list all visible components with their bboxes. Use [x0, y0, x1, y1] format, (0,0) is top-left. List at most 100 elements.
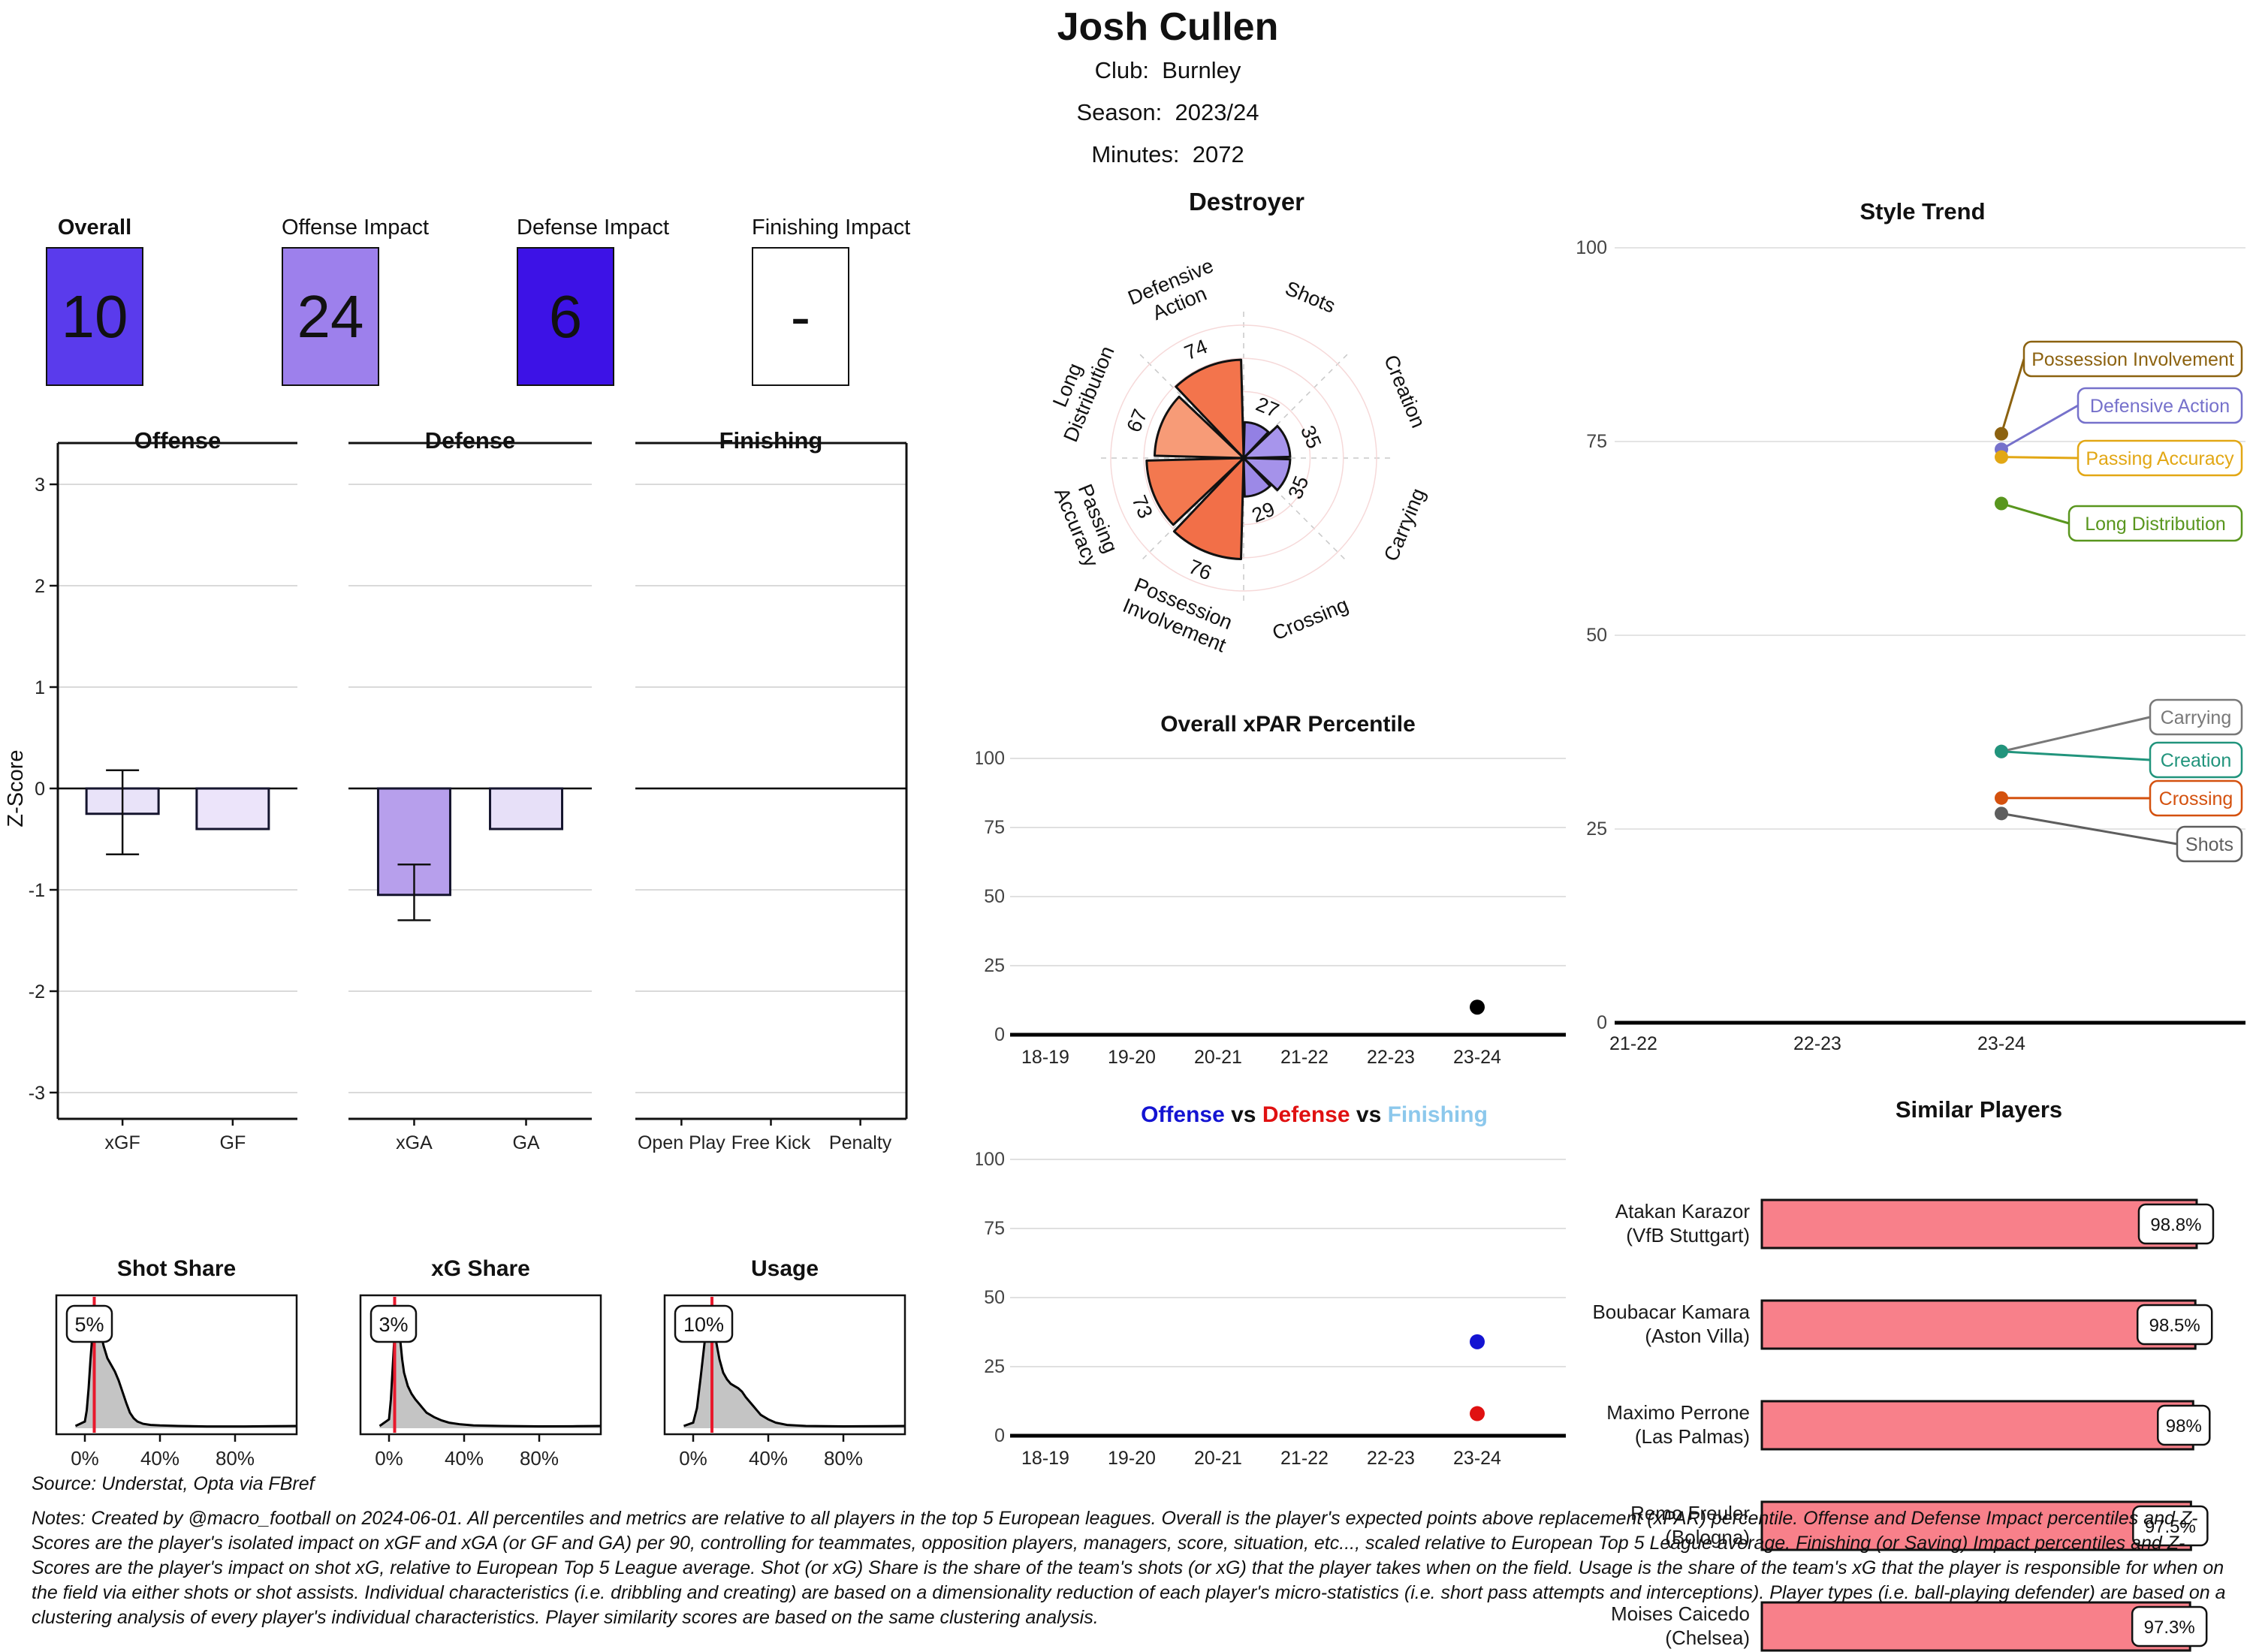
club-line: Club: Burnley — [792, 50, 1543, 92]
x-tick-label: 18-19 — [1021, 1047, 1069, 1068]
radar-wedge — [1154, 395, 1245, 460]
y-tick-label: -3 — [29, 1083, 45, 1104]
player-label: Maximo Perrone (Las Palmas) — [1606, 1401, 1750, 1448]
trend-series-label: Shots — [2185, 834, 2233, 855]
density-value-box — [65, 1304, 113, 1343]
zscore-bar — [489, 787, 564, 831]
impact-card-value-box: 10 — [46, 247, 143, 386]
radar-wedge — [1242, 457, 1292, 492]
minutes-value: 2072 — [1192, 141, 1244, 167]
panel-title: Shot Share — [117, 1256, 236, 1281]
trend-series-label-box — [2149, 741, 2243, 779]
x-tick-label: 22-23 — [1793, 1033, 1841, 1054]
impact-card-value-box: - — [752, 247, 849, 386]
impact-card-value: 10 — [61, 282, 128, 350]
radar-value-label: 35 — [1283, 473, 1313, 502]
radar-axis-label: PassingAccuracy — [1050, 475, 1124, 570]
y-tick-label: -2 — [29, 981, 45, 1002]
impact-card-value: 24 — [297, 282, 364, 350]
density-value-box — [369, 1304, 418, 1343]
radar-ring — [1176, 390, 1311, 526]
similarity-bar — [1760, 1601, 2191, 1652]
x-tick-label: 18-19 — [1021, 1448, 1069, 1469]
similarity-value-box — [2131, 1605, 2208, 1647]
xpar-svg: Overall xPAR Percentile 100 75 50 25 0 18-19 19… — [973, 712, 1566, 1068]
x-tick-label: 80% — [520, 1447, 559, 1470]
x-tick-label: 40% — [749, 1447, 788, 1470]
y-tick-label: 50 — [984, 1287, 1005, 1308]
radar-axis-label: Carrying — [1380, 485, 1430, 565]
player-name: Josh Cullen — [1057, 5, 1279, 49]
similarity-value-box — [2157, 1404, 2211, 1446]
x-tick-label: 80% — [216, 1447, 255, 1470]
minutes-line: Minutes: 2072 — [792, 134, 1543, 176]
trend-series-label-box — [2022, 340, 2243, 378]
trend-series-label: Creation — [2161, 750, 2232, 771]
x-tick-label: 23-24 — [1453, 1448, 1501, 1469]
y-tick-label: 0 — [994, 1024, 1005, 1045]
radar-wedge — [1175, 358, 1245, 460]
similarity-value-label: 97.5% — [2145, 1517, 2196, 1537]
radar-value-label: 29 — [1249, 498, 1278, 527]
y-tick-label: 50 — [1586, 625, 1607, 646]
chart-title: Offense vs Defense vs Finishing — [1141, 1102, 1488, 1127]
trend-point — [1995, 806, 2008, 821]
panel-title: Offense — [134, 427, 221, 454]
trend-series-label: Possession Involvement — [2031, 349, 2234, 370]
trend-series-label-box — [2068, 505, 2243, 542]
y-tick-label: 75 — [1586, 431, 1607, 452]
offense-defense-finishing-chart: Offense vs Defense vs Finishing 100 75 50 25… — [973, 1096, 1577, 1479]
density-panel-border — [55, 1294, 298, 1436]
x-tick-label: 0% — [375, 1447, 403, 1470]
x-tick-label: 22-23 — [1367, 1448, 1415, 1469]
trend-series-label: Carrying — [2161, 707, 2231, 728]
x-tick-label: 0% — [71, 1447, 99, 1470]
x-tick-label: 0% — [679, 1447, 707, 1470]
y-tick-label: 50 — [984, 886, 1005, 907]
chart-title: Style Trend — [1859, 198, 1985, 225]
density-value-label: 3% — [379, 1313, 408, 1336]
trend-series-label: Long Distribution — [2085, 514, 2226, 535]
x-tick-label: xGA — [396, 1132, 433, 1153]
impact-card-label: Overall — [57, 216, 132, 240]
similarity-bar — [1760, 1198, 2198, 1250]
similarity-value-box — [2136, 1304, 2213, 1346]
player-label: Moises Caicedo (Chelsea) — [1611, 1602, 1750, 1649]
x-tick-label: 80% — [824, 1447, 863, 1470]
x-tick-label: 22-23 — [1367, 1047, 1415, 1068]
data-point — [1470, 999, 1485, 1015]
radar-wedge — [1145, 457, 1245, 526]
trend-series-label: Defensive Action — [2090, 396, 2230, 417]
impact-card-label: Offense Impact — [282, 216, 430, 240]
data-point — [1470, 1334, 1485, 1349]
x-tick-label: xGF — [105, 1132, 140, 1153]
radar-chart: 74 DefensiveAction 27 Shots 35 Creation 35 Carr… — [1048, 239, 1440, 674]
impact-card-value-box: 6 — [517, 247, 614, 386]
x-tick-label: 20-21 — [1194, 1448, 1242, 1469]
similarity-value-label: 98.8% — [2150, 1215, 2201, 1235]
panel-title: Usage — [751, 1256, 819, 1281]
player-label: Boubacar Kamara (Aston Villa) — [1592, 1301, 1750, 1347]
radar-title: Destroyer — [1188, 188, 1305, 216]
y-tick-label: -1 — [29, 880, 45, 901]
impact-card-value: 6 — [548, 282, 583, 350]
x-tick-label: 20-21 — [1194, 1047, 1242, 1068]
similarity-value-box — [2132, 1505, 2209, 1547]
x-tick-label: 40% — [140, 1447, 179, 1470]
season-line: Season: 2023/24 — [792, 92, 1543, 134]
density-area — [379, 1317, 602, 1428]
club-value: Burnley — [1162, 57, 1241, 83]
x-tick-label: GA — [512, 1132, 539, 1153]
season-value: 2023/24 — [1175, 99, 1259, 125]
chart-title: Overall xPAR Percentile — [1160, 712, 1416, 737]
trend-point — [1995, 427, 2008, 441]
x-tick-label: 23-24 — [1977, 1033, 2025, 1054]
zscore-chart: 3 2 1 0 -1 -2 -3 Z-Score Offense xGF GF Defense xGA G… — [0, 417, 976, 1183]
y-tick-label: 1 — [35, 677, 45, 698]
trend-series-label-box — [2176, 825, 2243, 863]
radar-axis-label: PossessionInvolvement — [1120, 572, 1238, 656]
x-tick-label: Open Play — [638, 1132, 725, 1153]
style-trend-chart: Style Trend 100 75 50 25 0 21-22 22-23 23-24 Poss… — [1570, 188, 2253, 1066]
player-label: Atakan Karazor (VfB Stuttgart) — [1615, 1200, 1751, 1247]
